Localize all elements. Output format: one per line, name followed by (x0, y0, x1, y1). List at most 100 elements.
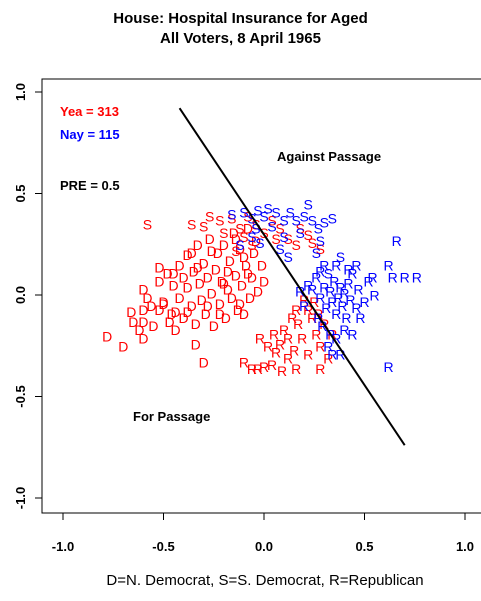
data-point: R (297, 330, 307, 346)
data-point: D (197, 292, 207, 308)
data-point: D (170, 322, 180, 338)
data-point: D (142, 290, 152, 306)
data-point: D (138, 282, 148, 298)
data-point: R (311, 326, 321, 342)
y-tick-label: 0.0 (13, 286, 28, 304)
data-point: R (327, 347, 337, 363)
annotation-against-passage: Against Passage (277, 149, 381, 164)
data-point: D (253, 284, 263, 300)
data-point: D (187, 245, 197, 261)
data-point: S (312, 245, 321, 261)
data-point: D (128, 314, 138, 330)
data-point: S (308, 235, 317, 251)
data-point: D (259, 274, 269, 290)
annotation-for-passage: For Passage (133, 409, 210, 424)
data-point: R (343, 261, 353, 277)
data-point: R (315, 338, 325, 354)
data-point: R (315, 361, 325, 377)
data-point: R (337, 298, 347, 314)
data-point: R (388, 269, 398, 285)
plot-frame (41, 78, 481, 514)
data-point: R (309, 294, 319, 310)
data-point: R (392, 233, 402, 249)
data-point: S (300, 209, 309, 225)
data-point: R (327, 294, 337, 310)
data-point: D (158, 296, 168, 312)
chart-title: House: Hospital Insurance for Aged (113, 10, 368, 27)
data-point: D (175, 290, 185, 306)
y-tick-label: -0.5 (13, 385, 28, 407)
data-point: D (217, 274, 227, 290)
data-point: D (243, 221, 253, 237)
data-point: R (283, 330, 293, 346)
data-point: D (154, 302, 164, 318)
data-point: D (219, 276, 229, 292)
data-point: R (291, 302, 301, 318)
data-point: R (369, 288, 379, 304)
data-point: R (303, 302, 313, 318)
data-point: S (253, 202, 262, 218)
data-point: S (259, 209, 268, 225)
data-point: D (154, 274, 164, 290)
data-point: R (331, 330, 341, 346)
data-point: D (249, 245, 259, 261)
data-point: S (251, 217, 260, 233)
data-point: D (215, 306, 225, 322)
data-point: R (341, 310, 351, 326)
data-point: D (134, 322, 144, 338)
data-point: S (316, 241, 325, 257)
data-point: D (203, 269, 213, 285)
data-point: S (205, 209, 214, 225)
data-point: R (269, 326, 279, 342)
data-point: S (187, 217, 196, 233)
data-point: D (102, 328, 112, 344)
data-point: S (296, 225, 305, 241)
data-point: R (384, 359, 394, 375)
data-point: R (321, 300, 331, 316)
data-point: R (259, 359, 269, 375)
data-point: R (315, 263, 325, 279)
data-point: D (195, 276, 205, 292)
data-point: R (291, 361, 301, 377)
data-point: R (331, 306, 341, 322)
data-point: S (267, 219, 276, 235)
data-point: S (285, 205, 294, 221)
data-point: R (339, 286, 349, 302)
data-point: S (314, 221, 323, 237)
data-point: R (315, 290, 325, 306)
data-point: D (219, 237, 229, 253)
data-point: S (328, 211, 337, 227)
data-point: S (279, 213, 288, 229)
data-point: R (335, 347, 345, 363)
data-point: D (223, 282, 233, 298)
data-point: S (275, 221, 284, 237)
data-point: S (255, 235, 264, 251)
data-point: S (231, 243, 240, 259)
data-point: R (335, 280, 345, 296)
data-point: D (199, 355, 209, 371)
data-point: D (223, 263, 233, 279)
x-tick-label: 1.0 (456, 539, 474, 554)
data-point: D (235, 241, 245, 257)
data-point: D (168, 278, 178, 294)
data-point: R (303, 347, 313, 363)
data-point: D (191, 336, 201, 352)
data-point: S (336, 249, 345, 265)
x-tick-label: -1.0 (52, 539, 74, 554)
data-point: R (353, 282, 363, 298)
data-point: S (259, 225, 268, 241)
cutting-line (178, 107, 406, 446)
data-point: R (279, 322, 289, 338)
data-point: D (118, 338, 128, 354)
data-point: R (275, 336, 285, 352)
data-point: S (291, 213, 300, 229)
x-tick-label: -0.5 (152, 539, 174, 554)
data-point: R (263, 338, 273, 354)
data-point: D (148, 318, 158, 334)
data-point: S (271, 231, 280, 247)
data-point: S (239, 205, 248, 221)
data-point: D (166, 306, 176, 322)
data-point: D (193, 237, 203, 253)
data-point: R (277, 363, 287, 379)
data-point: D (183, 247, 193, 263)
